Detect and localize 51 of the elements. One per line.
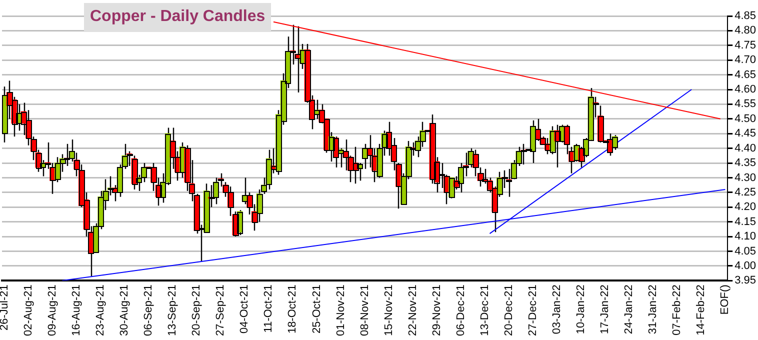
y-tick-label: 4.05 xyxy=(734,245,756,258)
x-tick-label: 16-Aug-21 xyxy=(70,284,83,336)
x-tick-label: 03-Jan-22 xyxy=(551,284,564,334)
y-tick-label: 4.75 xyxy=(734,39,756,52)
x-tick-label: 15-Nov-21 xyxy=(382,284,395,336)
y-tick-label: 4.25 xyxy=(734,186,756,198)
x-tick-label: 27-Dec-21 xyxy=(527,284,540,336)
y-tick-label: 4.00 xyxy=(734,260,756,272)
y-tick-label: 4.50 xyxy=(734,112,756,125)
y-tick-label: 3.95 xyxy=(734,274,756,287)
x-tick-label: 14-Feb-22 xyxy=(695,284,708,336)
y-tick-label: 4.70 xyxy=(734,54,756,66)
x-tick-label: 18-Oct-21 xyxy=(286,284,299,334)
x-tick-label: 30-Aug-21 xyxy=(118,284,131,336)
y-tick-label: 4.35 xyxy=(734,157,756,170)
y-tick-label: 4.55 xyxy=(734,98,756,110)
x-tick-label: 20-Sep-21 xyxy=(190,284,203,336)
x-tick-label: 07-Feb-22 xyxy=(671,284,684,336)
y-tick-label: 4.80 xyxy=(734,24,756,37)
y-tick-label: 4.85 xyxy=(734,10,756,22)
y-tick-label: 4.15 xyxy=(734,216,756,228)
x-tick-label: 27-Sep-21 xyxy=(214,284,227,336)
y-tick-label: 4.10 xyxy=(734,230,756,243)
x-tick-label: 10-Jan-22 xyxy=(575,284,588,334)
y-tick-label: 4.40 xyxy=(734,142,756,154)
x-tick-label: 06-Sep-21 xyxy=(142,284,155,336)
y-tick-label: 4.20 xyxy=(734,201,756,214)
y-tick-label: 4.65 xyxy=(734,68,756,81)
x-tick-label: 08-Nov-21 xyxy=(358,284,371,336)
x-tick-label: 29-Nov-21 xyxy=(430,284,443,336)
x-tick-label: 09-Aug-21 xyxy=(46,284,58,336)
x-tick-label: 13-Dec-21 xyxy=(478,284,491,336)
chart-title: Copper - Daily Candles xyxy=(84,3,272,32)
x-tick-label: EOF() xyxy=(719,284,732,315)
x-tick-label: 23-Aug-21 xyxy=(94,284,107,336)
y-tick-label: 4.60 xyxy=(734,84,756,96)
x-tick-label: 02-Aug-21 xyxy=(22,284,34,336)
x-tick-label: 24-Jan-22 xyxy=(623,284,636,334)
x-tick-label: 01-Nov-21 xyxy=(334,284,347,336)
x-tick-label: 04-Oct-21 xyxy=(238,284,251,334)
y-tick-label: 4.30 xyxy=(734,172,756,184)
y-tick-label: 4.45 xyxy=(734,128,756,140)
x-tick-label: 20-Dec-21 xyxy=(502,284,515,336)
x-tick-label: 06-Dec-21 xyxy=(454,284,467,336)
x-tick-label: 17-Jan-22 xyxy=(599,284,612,334)
x-tick-label: 13-Sep-21 xyxy=(166,284,179,336)
x-tick-label: 11-Oct-21 xyxy=(262,284,275,333)
candlestick xyxy=(357,162,363,182)
x-tick-label: 22-Nov-21 xyxy=(406,284,419,336)
x-tick-label: 31-Jan-22 xyxy=(647,284,660,334)
x-tick-label: 25-Oct-21 xyxy=(310,284,323,334)
